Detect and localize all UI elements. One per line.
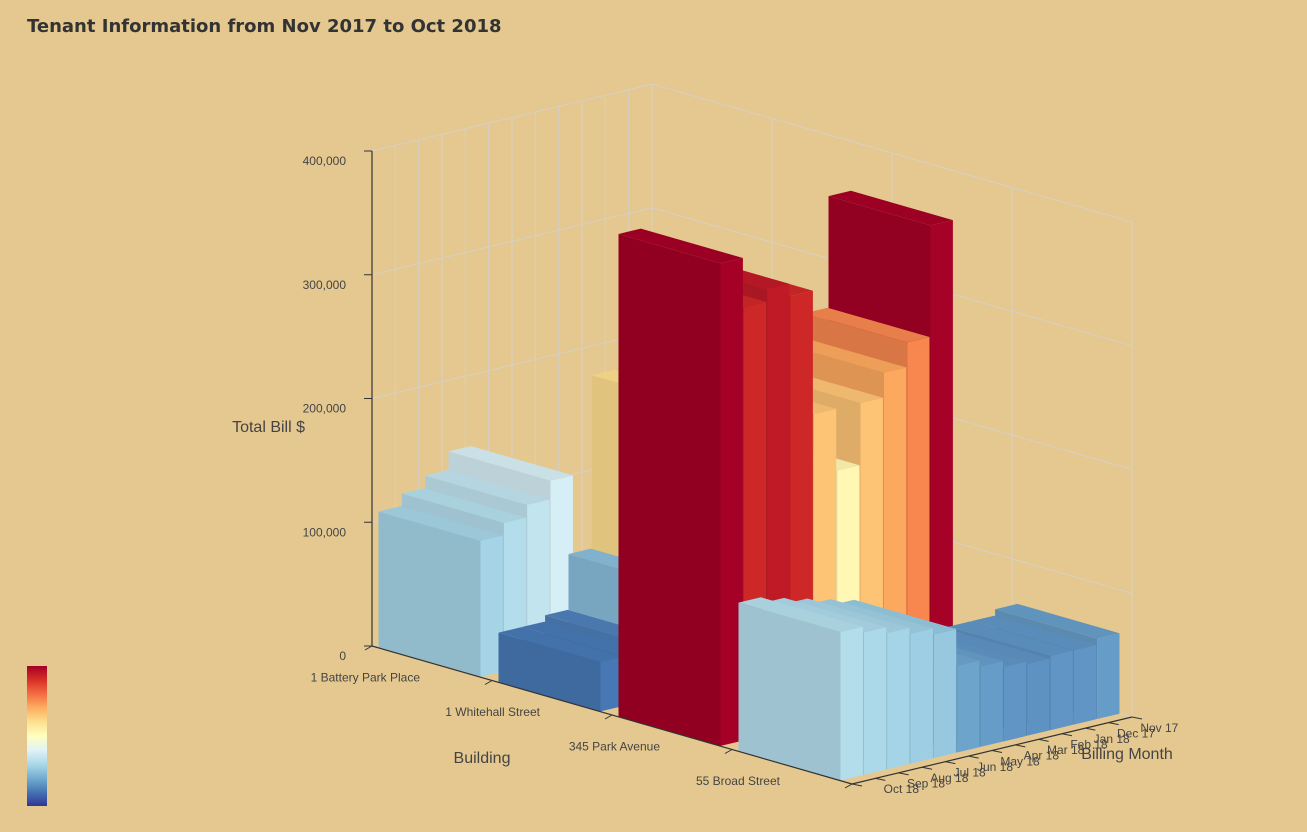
bar-front-face [933,629,957,759]
z-tick-label: 100,000 [303,525,347,539]
bar-top-face [521,621,647,657]
bar-top-face [805,307,930,343]
bar-front-face [910,628,933,764]
bar-top-face [498,627,623,662]
month-tick [1038,738,1049,742]
month-tick-label: Oct 18 [884,782,920,796]
month-tick [1015,744,1026,748]
month-tick [991,750,1003,753]
bar-top-face [948,621,1073,656]
building-tick-label: 1 Whitehall Street [445,705,540,719]
building-tick [844,783,853,789]
bar-side-face [618,234,721,746]
month-tick-label: Feb 18 [1070,738,1108,752]
bar-front-face [1027,658,1050,736]
month-tick-label: Jun 18 [977,760,1013,774]
bar-top-face [738,597,863,632]
building-tick [364,645,373,651]
bar-front-face [1097,633,1120,719]
month-tick-label: Mar 18 [1047,743,1085,757]
building-tick-label: 345 Park Avenue [569,739,661,753]
bar-top-face [618,228,743,264]
month-tick [968,755,979,759]
z-tick-label: 0 [339,649,346,663]
month-tick-label: Dec 17 [1117,726,1155,740]
z-tick-label: 200,000 [303,402,347,416]
month-tick [1108,722,1119,726]
month-tick-label: May 18 [1000,754,1040,768]
bar-side-face [498,632,601,712]
bar-front-face [720,258,743,746]
building-axis-title: Building [454,750,511,767]
bar-front-face [957,660,980,753]
bar-front-face [1003,661,1027,742]
bar-top-face [378,506,503,541]
month-tick [945,761,956,765]
month-tick-label: Aug 18 [930,771,968,785]
z-axis-title: Total Bill $ [232,419,305,436]
bar-front-face [1073,645,1097,725]
month-tick [1131,716,1143,720]
z-tick-label: 400,000 [303,154,347,168]
month-tick-label: Sep 18 [907,777,945,791]
axes-layer [364,150,1143,789]
bar-front-face [887,627,910,770]
bar-top-face [448,446,573,481]
month-tick [851,783,863,787]
bar-top-face [828,190,953,226]
bar: 55 Broad Street Oct 18 [738,597,863,781]
building-tick [724,749,733,754]
bar-front-face [907,337,930,702]
bar-front-face [840,626,863,781]
gridline-z [371,83,1133,223]
bar-side-face [738,602,841,781]
chart-title: Tenant Information from Nov 2017 to Oct … [27,16,502,37]
building-tick [484,680,493,685]
month-tick [921,766,933,770]
z-tick-label: 300,000 [303,278,347,292]
bar: 1 Whitehall Street Oct 18 [498,627,623,712]
bar-top-face [971,615,1097,651]
bars-layer: 1 Battery Park Place Jul 181 Battery Par… [378,190,1120,781]
bar: 1 Battery Park Place Oct 18 [378,506,503,677]
bar-front-face [600,656,623,712]
bar-top-face [995,603,1120,639]
bar-top-face [425,470,550,505]
building-tick [604,714,613,720]
month-tick-label: Nov 17 [1140,721,1178,735]
month-tick-label: Jul 18 [954,765,986,779]
labels-layer: 0 100,000 200,000 300,000 400,000 1 Battery P… [232,154,1179,796]
month-axis-title: Billing Month [1081,746,1173,763]
month-tick [875,777,886,781]
bar-front-face [1050,650,1073,731]
month-tick [1085,727,1096,731]
bar-front-face [980,661,1003,747]
month-tick [898,772,909,776]
bar-front-face [863,627,887,775]
month-tick-label: Jan 18 [1094,732,1130,746]
bar-front-face [930,220,953,696]
bar-front-face [480,535,503,677]
bar-top-face [401,488,527,523]
bar-side-face [378,511,481,677]
building-tick-label: 55 Broad Street [696,774,781,788]
building-tick-label: 1 Battery Park Place [311,670,421,684]
month-tick [1061,733,1073,737]
colorbar [27,666,47,806]
bar: 345 Park Avenue Oct 18 [618,228,743,746]
month-tick-label: Apr 18 [1024,749,1060,763]
